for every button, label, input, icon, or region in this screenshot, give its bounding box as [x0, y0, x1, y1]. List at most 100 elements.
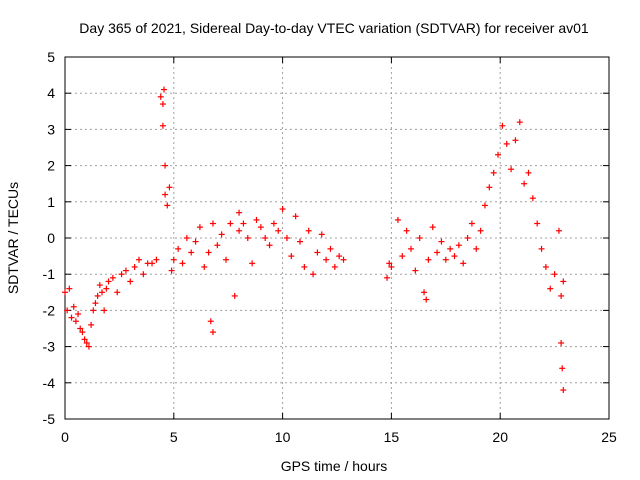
data-point: [429, 224, 436, 231]
data-point: [79, 329, 86, 336]
x-tick-label: 5: [170, 429, 178, 445]
data-point: [547, 285, 554, 292]
data-point: [68, 314, 75, 321]
data-point: [62, 289, 68, 296]
data-point: [323, 256, 330, 263]
x-tick-label: 15: [384, 429, 400, 445]
data-point: [196, 224, 203, 231]
data-point: [503, 140, 510, 147]
data-point: [297, 238, 304, 245]
x-tick-label: 0: [61, 429, 69, 445]
data-point: [166, 184, 173, 191]
data-point: [240, 220, 247, 227]
data-point: [170, 256, 177, 263]
data-point: [135, 256, 142, 263]
data-point: [336, 253, 343, 260]
y-tick-label: -1: [43, 266, 56, 282]
y-tick-label: 3: [47, 121, 55, 137]
data-point: [72, 318, 79, 325]
data-point: [231, 292, 238, 299]
data-point: [105, 278, 112, 285]
data-point: [257, 224, 264, 231]
data-point: [153, 256, 160, 263]
data-point: [512, 137, 519, 144]
data-point: [508, 166, 515, 173]
data-point: [164, 202, 171, 209]
y-tick-label: -3: [43, 339, 56, 355]
data-point: [270, 220, 277, 227]
data-point: [477, 227, 484, 234]
axis-ticks: 0 5 10 15 20 25 -5 -4 -3 -2 -1 0 1 2 3 4 5: [43, 49, 617, 445]
data-point: [481, 202, 488, 209]
data-point: [279, 206, 286, 213]
data-point: [131, 263, 138, 270]
data-point: [460, 260, 467, 267]
data-point: [244, 235, 251, 241]
y-tick-label: 0: [47, 230, 55, 246]
data-point: [118, 271, 125, 278]
data-point: [468, 220, 475, 227]
data-point: [558, 292, 565, 299]
data-point: [455, 242, 462, 249]
data-point: [386, 260, 393, 267]
data-point: [451, 253, 458, 260]
data-point: [447, 245, 454, 252]
data-point: [331, 263, 338, 270]
y-tick-label: -2: [43, 302, 56, 318]
data-point: [64, 307, 71, 314]
data-point: [534, 220, 541, 227]
data-point: [327, 245, 334, 252]
chart-title: Day 365 of 2021, Sidereal Day-to-day VTE…: [79, 20, 589, 36]
x-tick-label: 25: [601, 429, 617, 445]
data-point: [157, 93, 164, 100]
grid: [65, 57, 609, 419]
data-point: [253, 216, 260, 223]
data-point: [288, 253, 295, 260]
data-point: [214, 242, 221, 249]
data-point: [559, 365, 566, 372]
data-point: [314, 249, 321, 256]
y-tick-label: 5: [47, 49, 55, 65]
data-point: [162, 191, 169, 198]
data-point: [262, 235, 269, 241]
data-points: [62, 86, 567, 394]
data-point: [85, 343, 92, 350]
data-point: [416, 235, 423, 241]
data-point: [140, 271, 147, 278]
data-point: [464, 235, 471, 241]
data-point: [209, 329, 216, 336]
data-point: [310, 271, 317, 278]
data-point: [205, 249, 212, 256]
data-point: [266, 242, 273, 249]
data-point: [384, 274, 391, 281]
data-point: [560, 387, 567, 394]
data-point: [83, 339, 90, 346]
data-point: [162, 162, 169, 169]
data-point: [438, 238, 445, 245]
data-point: [179, 260, 186, 267]
data-point: [495, 151, 502, 158]
data-point: [340, 256, 347, 263]
x-tick-label: 20: [492, 429, 508, 445]
data-point: [551, 271, 558, 278]
data-point: [421, 289, 428, 296]
data-point: [227, 220, 234, 227]
data-point: [201, 263, 208, 270]
data-point: [301, 263, 308, 270]
data-point: [473, 245, 480, 252]
data-point: [403, 227, 410, 234]
data-point: [75, 311, 82, 318]
data-point: [88, 321, 95, 328]
data-point: [525, 169, 532, 176]
data-point: [394, 216, 401, 223]
x-tick-label: 10: [275, 429, 291, 445]
data-point: [412, 267, 419, 274]
data-point: [192, 238, 199, 245]
data-point: [529, 195, 536, 202]
data-point: [388, 263, 395, 270]
data-point: [122, 267, 129, 274]
y-tick-label: -5: [43, 411, 56, 427]
y-tick-label: 2: [47, 158, 55, 174]
data-point: [183, 235, 190, 241]
data-point: [486, 184, 493, 191]
